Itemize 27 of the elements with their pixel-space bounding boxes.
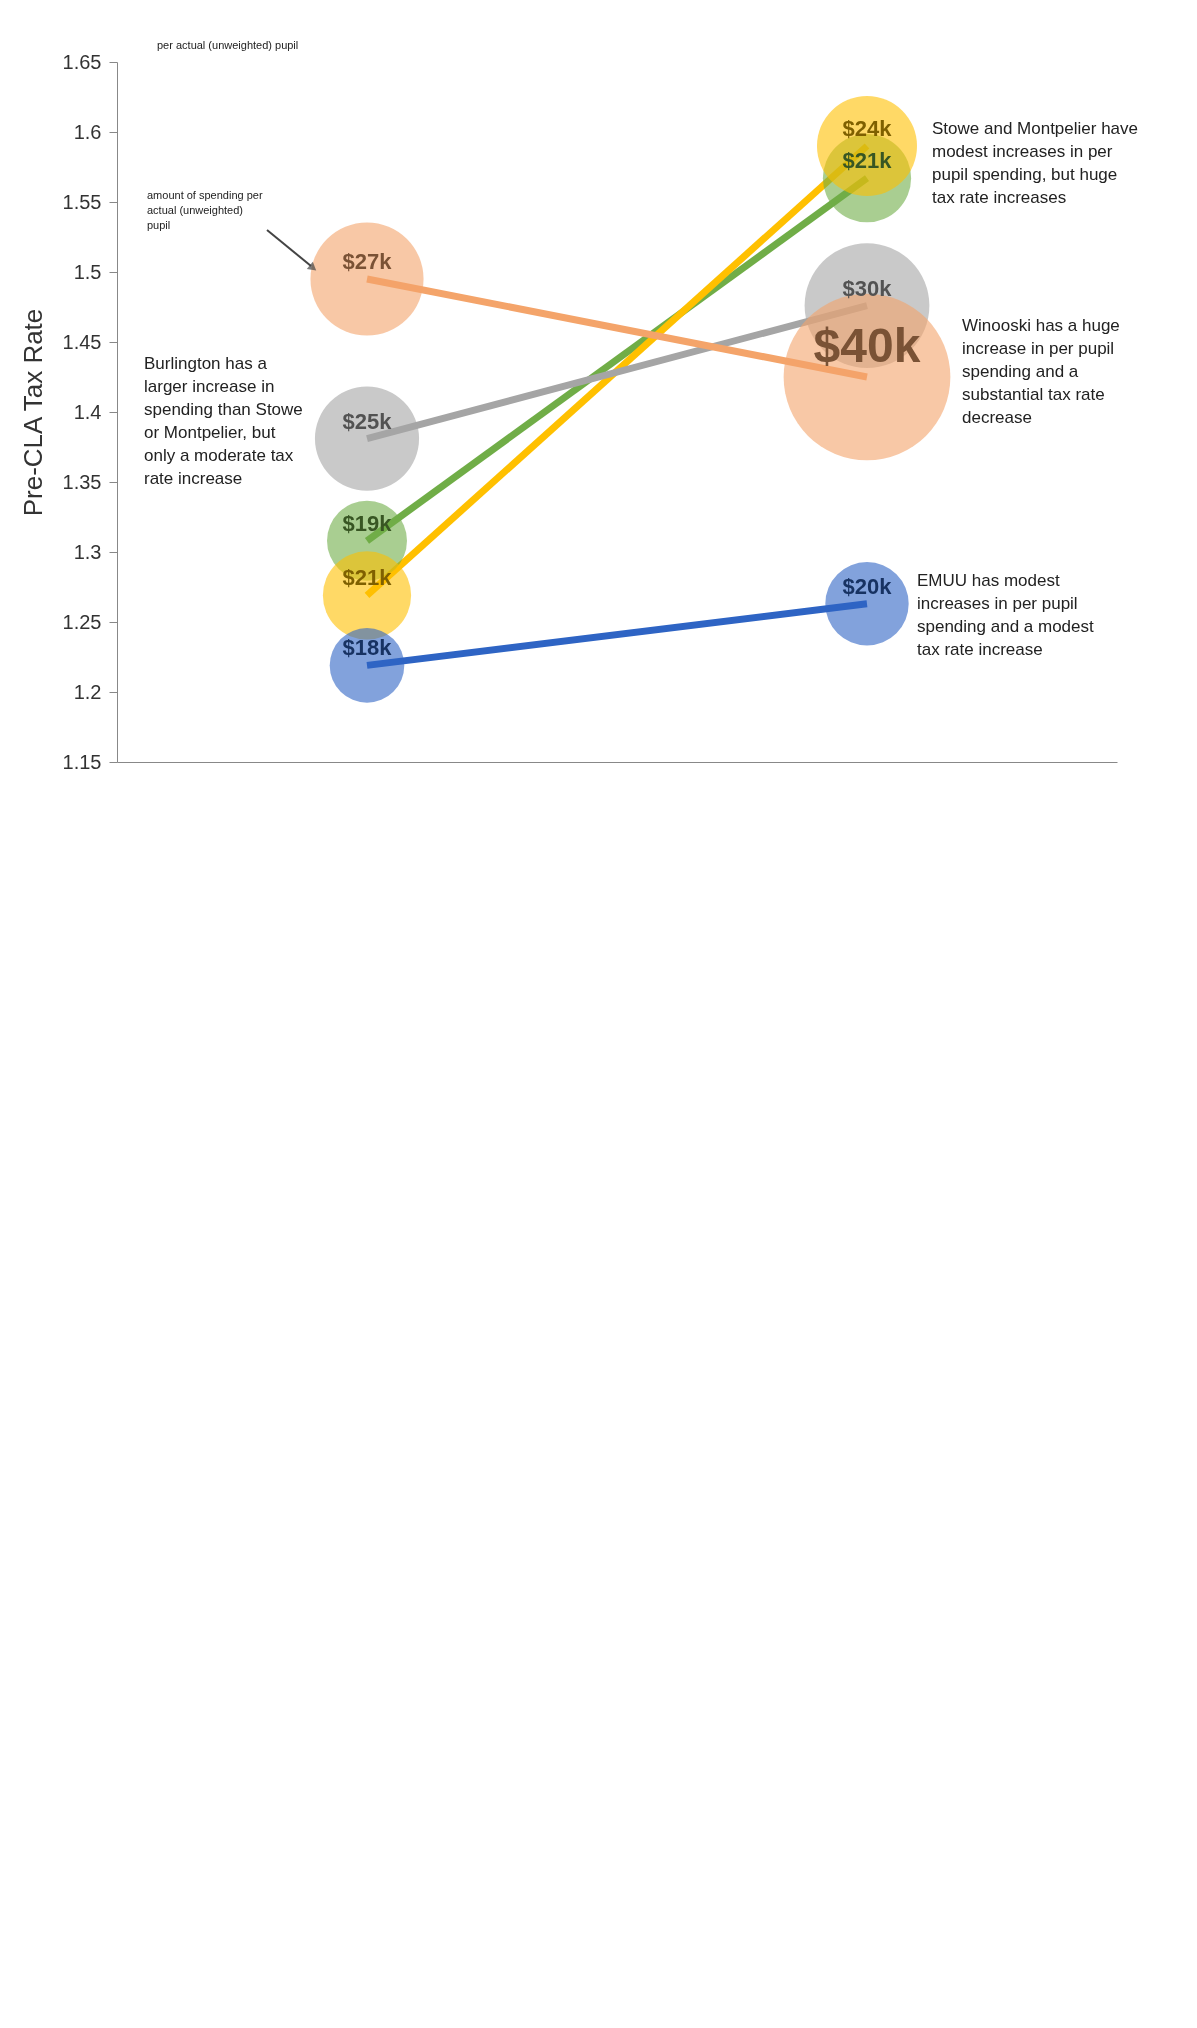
y-tick-label: 1.35 [62,470,102,493]
y-tick-label: 1.2 [73,680,102,703]
y-tick-label: 1.25 [62,610,102,633]
annotation: $25k [342,408,393,434]
y-tick-label: 1.6 [73,120,102,143]
y-tick-label: 1.65 [62,50,102,73]
y-tick-label: 1.3 [73,540,102,563]
annotation: $40k [813,319,921,372]
annotation: EMUU has modest increases in per pupil spending and a modest tax rate increase [917,571,1095,659]
y-tick-label: 1.5 [73,260,102,283]
annotation: $24k [842,116,893,141]
annotation: $21k [342,565,393,591]
annotation: $30k [842,275,893,301]
annotation: Stowe and Montpelier have modest increases in per pupil spending, but huge tax rate increases [932,119,1139,207]
text: per actual (unweighted) pupil [157,39,299,51]
annotation: $18k [342,635,393,661]
y-tick-label: 1.45 [62,330,102,353]
y-tick-label: 1.4 [73,400,102,423]
annotation: Winooski has a huge increase in per pupil spending and a substantial tax rate decrease [962,316,1120,427]
annotation: $27k [342,249,393,274]
annotation: $20k [842,573,893,599]
annotation: $21k [842,148,893,174]
annotation: Burlington has a larger increase in spending than Stowe or Montpelier, but only a moderate tax rate increase [144,354,303,488]
y-tick-label: 1.15 [62,750,102,773]
y-axis-title: Pre-CLA Tax Rate [17,308,48,517]
y-tick-label: 1.55 [62,190,102,213]
annotation: amount of spending per actual (unweighted) pupil [147,189,263,231]
